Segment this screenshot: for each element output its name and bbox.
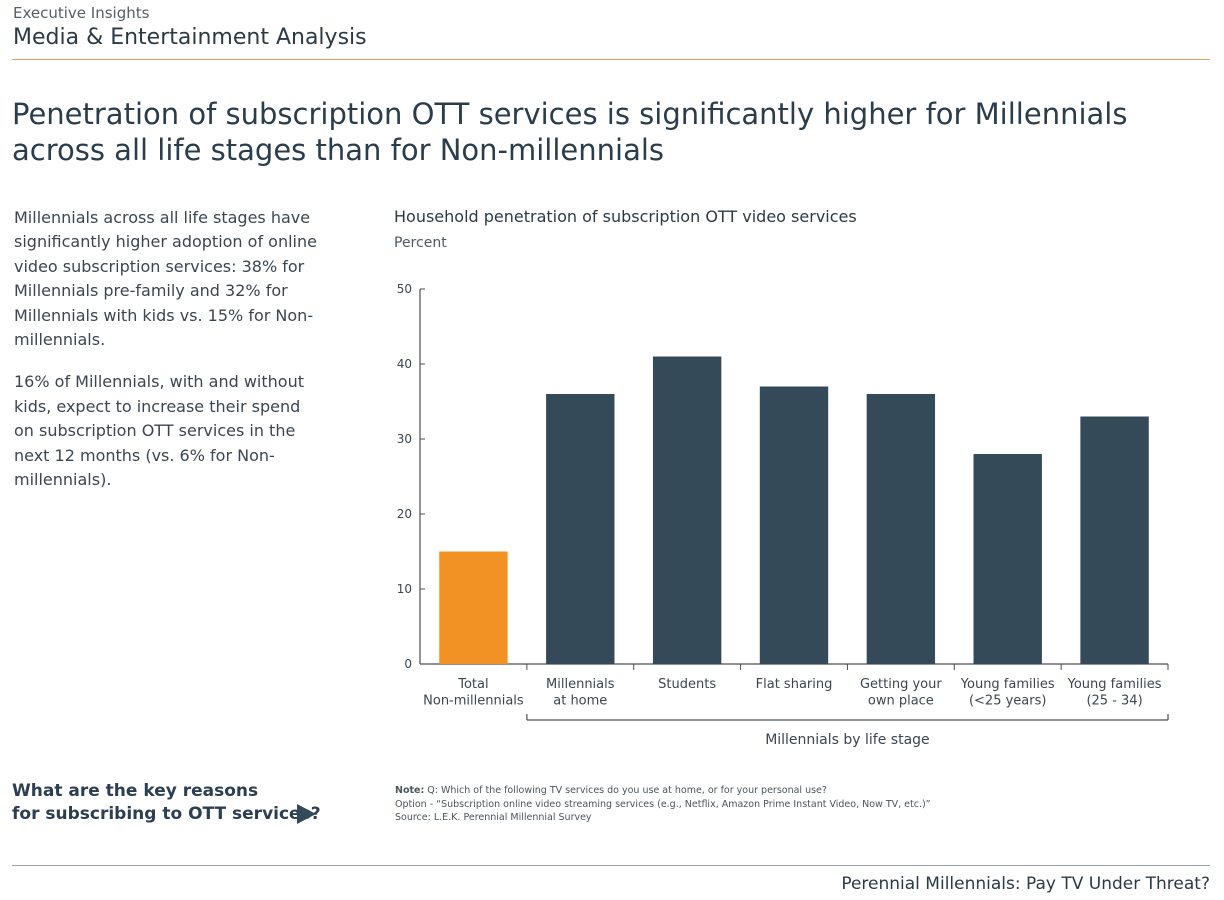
- note-option: Option - “Subscription online video stre…: [395, 798, 931, 810]
- x-tick-label: Young families: [1067, 677, 1162, 692]
- y-tick-label: 0: [404, 657, 412, 671]
- chart-title: Household penetration of subscription OT…: [394, 207, 857, 226]
- footer-title: Perennial Millennials: Pay TV Under Thre…: [841, 874, 1210, 894]
- body-paragraph-2: 16% of Millennials, with and without kid…: [14, 372, 304, 490]
- x-tick-label: Millennials: [546, 677, 615, 692]
- header-title: Media & Entertainment Analysis: [13, 25, 367, 50]
- x-tick-label: Students: [658, 677, 716, 692]
- x-tick-label: Non-millennials: [423, 694, 524, 709]
- cta-line-2[interactable]: for subscribing to OTT services?: [12, 804, 321, 824]
- chart-y-unit: Percent: [394, 235, 447, 251]
- y-tick-label: 30: [397, 432, 412, 446]
- group-label: Millennials by life stage: [765, 732, 929, 748]
- footer-divider: [12, 865, 1210, 866]
- x-tick-label: Total: [457, 677, 488, 692]
- bar: [546, 394, 615, 664]
- headline-line-1: Penetration of subscription OTT services…: [12, 97, 1128, 131]
- note-text: Q: Which of the following TV services do…: [424, 785, 827, 796]
- x-tick-label: Young families: [960, 677, 1055, 692]
- body-paragraph-1: Millennials across all life stages have …: [14, 208, 317, 350]
- play-arrow-icon[interactable]: [297, 804, 316, 824]
- note-line: Note: Q: Which of the following TV servi…: [395, 784, 931, 798]
- cta-line-1[interactable]: What are the key reasons: [12, 781, 259, 801]
- header-divider: [12, 59, 1210, 60]
- chart-notes: Note: Q: Which of the following TV servi…: [395, 784, 931, 825]
- bar: [652, 356, 722, 664]
- bar: [439, 551, 508, 664]
- y-tick-label: 50: [397, 282, 412, 296]
- header-kicker: Executive Insights: [13, 4, 150, 22]
- key-reasons-link[interactable]: What are the key reasons for subscribing…: [12, 780, 321, 826]
- y-tick-label: 10: [397, 582, 412, 596]
- page-headline: Penetration of subscription OTT services…: [12, 96, 1202, 168]
- x-tick-label: own place: [868, 694, 934, 709]
- bar: [866, 394, 936, 664]
- x-tick-label: at home: [553, 694, 607, 709]
- x-tick-label: (<25 years): [969, 694, 1047, 709]
- y-tick-label: 20: [397, 507, 412, 521]
- body-text: Millennials across all life stages have …: [14, 206, 334, 510]
- bar: [1080, 416, 1149, 664]
- note-source: Source: L.E.K. Perennial Millennial Surv…: [395, 812, 592, 823]
- bar-chart: 0 10 20 30 40 50 Total Non-millennials Millennia…: [397, 282, 1169, 748]
- headline-line-2: across all life stages than for Non-mill…: [12, 133, 665, 167]
- x-tick-label: Flat sharing: [756, 677, 833, 692]
- bar: [973, 454, 1042, 664]
- y-tick-label: 40: [397, 357, 412, 371]
- note-label: Note:: [395, 785, 425, 796]
- x-tick-label: (25 - 34): [1086, 694, 1142, 709]
- x-tick-label: Getting your: [860, 677, 942, 692]
- bar: [759, 386, 829, 664]
